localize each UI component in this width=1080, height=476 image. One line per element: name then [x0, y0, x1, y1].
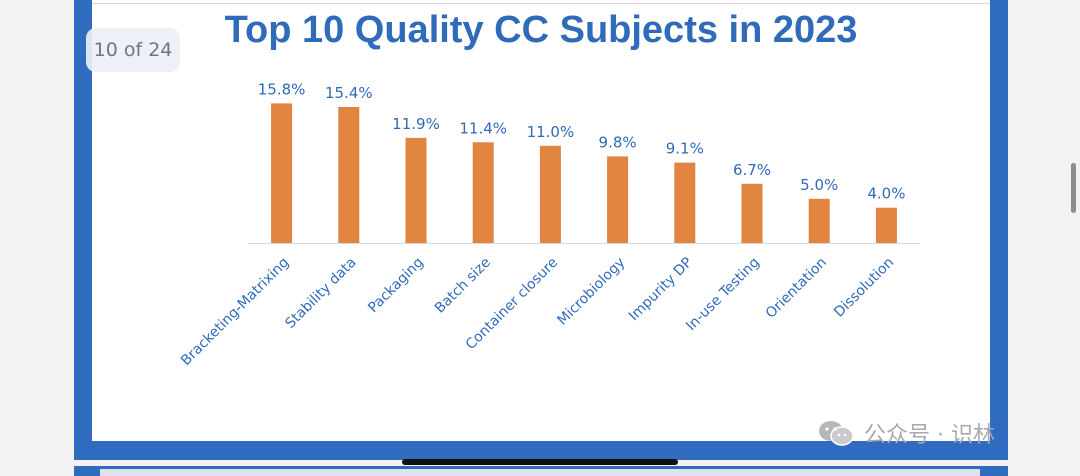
bar: [875, 207, 897, 243]
bar: [338, 107, 360, 243]
slide-top-rule: [92, 3, 990, 4]
data-label: 15.8%: [258, 80, 306, 98]
data-label: 11.4%: [459, 119, 507, 137]
bar: [741, 183, 763, 243]
data-label: 11.9%: [392, 115, 440, 133]
x-tick-label: Impurity DP: [626, 255, 696, 325]
data-label: 5.0%: [800, 176, 838, 194]
data-label: 4.0%: [867, 185, 905, 203]
watermark-text: 公众号 · 识林: [864, 423, 995, 448]
x-tick-label: Microbiology: [554, 255, 628, 329]
x-tick-label: Dissolution: [831, 255, 897, 321]
home-indicator[interactable]: [402, 459, 678, 465]
bar: [674, 162, 696, 243]
x-tick-label: Packaging: [365, 255, 427, 317]
watermark: 公众号 · 识林: [816, 418, 995, 448]
data-label: 15.4%: [325, 84, 373, 102]
page-counter: 10 of 24: [86, 28, 180, 72]
bar: [472, 142, 494, 243]
chart-title: Top 10 Quality CC Subjects in 2023: [224, 9, 858, 51]
wechat-icon: [819, 421, 854, 446]
bar: [271, 103, 293, 244]
scrollbar-thumb[interactable]: [1071, 163, 1076, 213]
data-label: 9.1%: [666, 140, 704, 158]
next-slide-preview: [100, 469, 980, 476]
bar: [405, 137, 427, 243]
bar: [808, 198, 830, 243]
data-label: 6.7%: [733, 161, 771, 179]
x-tick-label: Orientation: [763, 255, 830, 322]
bar: [539, 145, 561, 243]
x-tick-label: Batch size: [432, 255, 494, 317]
bar: [607, 156, 629, 243]
x-tick-label: Stability data: [282, 255, 359, 332]
data-label: 9.8%: [599, 133, 637, 151]
data-label: 11.0%: [527, 123, 575, 141]
x-tick-label: Bracketing-Matrixing: [178, 255, 292, 369]
x-tick-label: In-use Testing: [683, 255, 763, 335]
